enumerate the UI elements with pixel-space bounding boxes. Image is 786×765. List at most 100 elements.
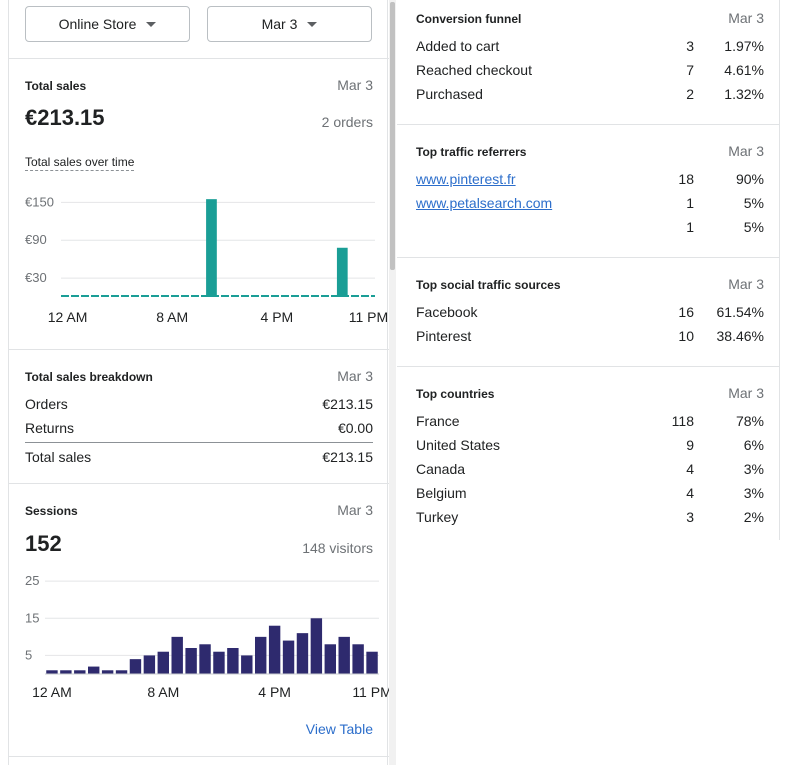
row-count: 1 [686,195,694,211]
scrollbar[interactable] [389,0,396,765]
row-label: Turkey [416,509,459,525]
row-percent: 1.32% [724,86,764,102]
bar [213,651,225,674]
x-tick-label: 11 PM [349,309,388,325]
row-label: Pinterest [416,328,472,344]
funnel-row: Reached checkout 7 4.61% [416,60,764,80]
row-label: Orders [25,396,68,412]
bar [115,670,128,674]
channel-dropdown[interactable]: Online Store [25,6,190,42]
card-date: Mar 3 [728,10,764,26]
row-count: 16 [678,304,694,320]
x-tick-label: 8 AM [156,309,188,325]
breakdown-total-row: Total sales €213.15 [25,447,373,467]
bar [336,247,348,297]
sales-chart: €150 €90 €30 12 AM 8 AM 4 PM 11 PM [25,194,388,325]
bar [282,640,295,674]
bar [199,644,211,674]
social-row: Facebook 16 61.54% [416,302,764,322]
referrer-row: www.petalsearch.com 1 5% [416,193,764,213]
card-date: Mar 3 [728,385,764,401]
row-label: Canada [416,461,466,477]
bar [60,670,72,674]
bar [46,670,58,674]
country-row: France 118 78% [416,411,764,431]
row-count: 9 [686,437,694,453]
country-row: Turkey 3 2% [416,507,764,527]
row-value: €0.00 [337,420,373,436]
social-row: Pinterest 10 38.46% [416,326,764,346]
row-label: France [416,413,460,429]
date-dropdown-label: Mar 3 [261,16,298,32]
x-tick-label: 8 AM [147,684,179,699]
bar [88,666,100,674]
x-tick-label: 12 AM [32,684,72,699]
row-label: Facebook [416,304,478,320]
row-value: €213.15 [322,396,373,412]
caret-down-icon [307,21,318,27]
bar [101,670,114,674]
bar [74,670,86,674]
sales-breakdown-card: Total sales breakdown Mar 3 Orders €213.… [9,350,389,484]
caret-down-icon [146,21,157,27]
bar [268,625,281,674]
social-sources-card: Top social traffic sources Mar 3 Faceboo… [397,258,780,367]
top-countries-card: Top countries Mar 3 France 118 78% Unite… [397,367,780,540]
funnel-row: Purchased 2 1.32% [416,84,764,104]
sessions-chart: 25 15 5 12 AM 8 AM 4 PM 11 PM [25,573,389,699]
card-title: Top social traffic sources [416,278,561,292]
bar [324,644,336,674]
bar [296,633,309,674]
card-title: Top traffic referrers [416,145,527,159]
bar [310,618,323,674]
card-date: Mar 3 [337,77,373,93]
row-label: Reached checkout [416,62,532,78]
view-table-link[interactable]: View Table [305,721,373,737]
bar [227,648,239,674]
row-label: Belgium [416,485,467,501]
x-tick-label: 12 AM [48,309,88,325]
row-percent: 38.46% [716,328,764,344]
y-tick-label: 5 [25,647,32,662]
row-percent: 61.54% [716,304,764,320]
breakdown-row: Returns €0.00 [25,418,373,438]
filter-bar: Online Store Mar 3 [9,0,389,59]
date-dropdown[interactable]: Mar 3 [207,6,372,42]
row-count: 7 [686,62,694,78]
y-tick-label: €30 [25,270,47,285]
bar [255,636,267,674]
row-percent: 3% [743,461,764,477]
card-title: Total sales [25,79,87,93]
card-title: Total sales breakdown [25,370,153,384]
scrollbar-thumb[interactable] [390,2,395,270]
card-title: Sessions [25,504,78,518]
referrer-link[interactable]: www.pinterest.fr [416,171,516,187]
y-tick-label: €90 [25,232,47,247]
row-percent: 3% [743,485,764,501]
row-percent: 2% [743,509,764,525]
bar [206,199,217,297]
channel-dropdown-label: Online Store [58,16,137,32]
referrer-link[interactable]: www.petalsearch.com [416,195,553,211]
x-tick-label: 4 PM [258,684,291,699]
bar [129,659,142,674]
row-label: Purchased [416,86,483,102]
row-count: 18 [678,171,694,187]
sales-over-time-link[interactable]: Total sales over time [25,155,135,171]
row-percent: 90% [735,171,764,187]
row-label: Returns [25,420,75,436]
row-percent: 6% [743,437,764,453]
row-count: 2 [686,86,694,102]
x-tick-label: 11 PM [352,684,389,699]
country-row: Belgium 4 3% [416,483,764,503]
bar [185,648,197,674]
row-percent: 5% [743,195,764,211]
y-tick-label: 15 [25,610,39,625]
row-percent: 4.61% [724,62,764,78]
orders-count: 2 orders [321,114,373,130]
conversion-funnel-card: Conversion funnel Mar 3 Added to cart 3 … [397,0,780,125]
visitors-count: 148 visitors [302,540,373,556]
breakdown-row: Orders €213.15 [25,394,373,414]
row-value: €213.15 [322,449,373,465]
row-count: 10 [678,328,694,344]
